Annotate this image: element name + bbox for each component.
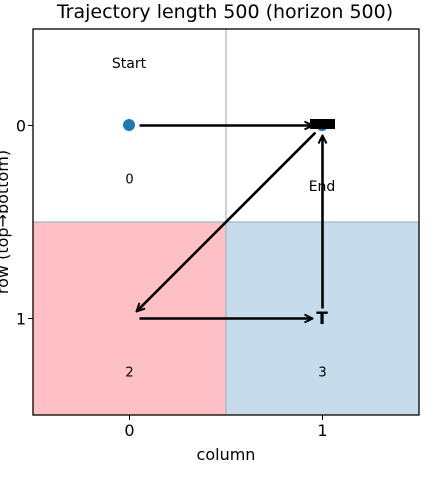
start-label: Start — [112, 56, 147, 72]
y-axis-ticks: 01 — [16, 117, 33, 329]
cell-index-label: 2 — [125, 366, 133, 381]
terminal-label: T — [316, 309, 328, 329]
x-axis-label: column — [197, 445, 256, 464]
x-tick-label: 0 — [124, 421, 134, 440]
y-tick-label: 1 — [16, 310, 26, 329]
cell-index-label: 0 — [125, 173, 133, 188]
y-axis-label: row (top→bottom) — [0, 150, 12, 294]
cell-index-label: 3 — [318, 366, 326, 381]
x-tick-label: 1 — [317, 421, 327, 440]
start-marker — [123, 119, 135, 131]
end-marker-bar — [310, 119, 335, 129]
chart-title: Trajectory length 500 (horizon 500) — [56, 1, 393, 23]
y-tick-label: 0 — [16, 117, 26, 136]
